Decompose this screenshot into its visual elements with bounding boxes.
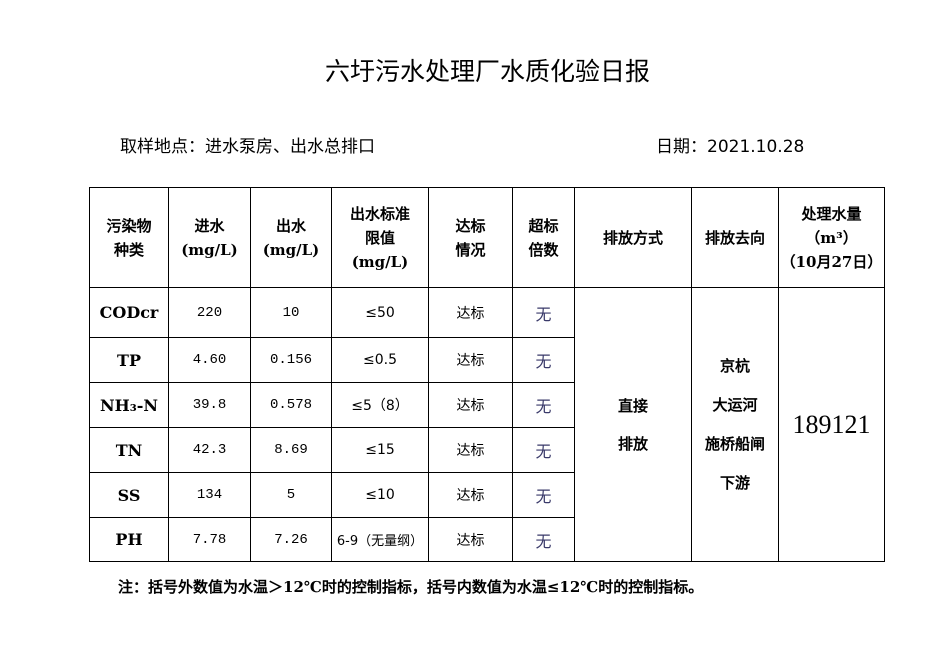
pollutant-name: PH <box>89 517 169 562</box>
header-status: 达标 情况 <box>428 187 513 288</box>
discharge-method: 直接 排放 <box>574 287 692 562</box>
status-value: 达标 <box>428 517 513 562</box>
discharge-destination: 京杭 大运河 施桥船闸 下游 <box>691 287 779 562</box>
exceed-value: 无 <box>512 337 575 383</box>
water-quality-table: 污染物 种类 进水 (mg/L) 出水 (mg/L) 出水标准 限值 (mg/L) 达标情… <box>89 187 885 562</box>
header-method: 排放方式 <box>574 187 692 288</box>
table-row: CODcr 220 10 ≤50 达标 无 直接 排放 京杭 大运河 施桥船闸 下游 1… <box>89 287 885 562</box>
limit-value: 6-9（无量纲） <box>331 517 429 562</box>
influent-value: 7.78 <box>168 517 251 562</box>
limit-value: ≤10 <box>331 472 429 518</box>
treated-volume: 189121 <box>778 287 885 562</box>
limit-value: ≤5（8） <box>331 382 429 428</box>
header-volume: 处理水量 （m³） （10月27日） <box>778 187 885 288</box>
exceed-value: 无 <box>512 517 575 562</box>
pollutant-name: NH₃-N <box>89 382 169 428</box>
status-value: 达标 <box>428 472 513 518</box>
header-limit: 出水标准 限值 (mg/L) <box>331 187 429 288</box>
status-value: 达标 <box>428 287 513 338</box>
header-row: 污染物 种类 进水 (mg/L) 出水 (mg/L) 出水标准 限值 (mg/L) 达标情… <box>89 187 885 288</box>
exceed-value: 无 <box>512 287 575 338</box>
effluent-value: 5 <box>250 472 332 518</box>
table-row: PH 7.78 7.26 6-9（无量纲） 达标 无 <box>89 517 885 562</box>
header-pollutant: 污染物 种类 <box>89 187 169 288</box>
limit-value: ≤50 <box>331 287 429 338</box>
effluent-value: 10 <box>250 287 332 338</box>
pollutant-name: TN <box>89 427 169 473</box>
table-row: SS 134 5 ≤10 达标 无 <box>89 472 885 518</box>
limit-value: ≤15 <box>331 427 429 473</box>
report-title: 六圩污水处理厂水质化验日报 <box>324 57 650 86</box>
effluent-value: 8.69 <box>250 427 332 473</box>
status-value: 达标 <box>428 427 513 473</box>
limit-value: ≤0.5 <box>331 337 429 383</box>
table-row: NH₃-N 39.8 0.578 ≤5（8） 达标 无 <box>89 382 885 428</box>
sampling-location: 取样地点：进水泵房、出水总排口 <box>120 137 375 157</box>
header-effluent: 出水 (mg/L) <box>250 187 332 288</box>
influent-value: 42.3 <box>168 427 251 473</box>
influent-value: 4.60 <box>168 337 251 383</box>
pollutant-name: CODcr <box>89 287 169 338</box>
influent-value: 134 <box>168 472 251 518</box>
header-exceed: 超标 倍数 <box>512 187 575 288</box>
table-row: TN 42.3 8.69 ≤15 达标 无 <box>89 427 885 473</box>
effluent-value: 0.156 <box>250 337 332 383</box>
report-date: 日期：2021.10.28 <box>656 137 805 157</box>
status-value: 达标 <box>428 337 513 383</box>
footnote: 注：括号外数值为水温＞12℃时的控制指标，括号内数值为水温≤12℃时的控制指标。 <box>118 578 704 596</box>
pollutant-name: SS <box>89 472 169 518</box>
exceed-value: 无 <box>512 472 575 518</box>
exceed-value: 无 <box>512 382 575 428</box>
status-value: 达标 <box>428 382 513 428</box>
influent-value: 220 <box>168 287 251 338</box>
table-row: TP 4.60 0.156 ≤0.5 达标 无 <box>89 337 885 383</box>
header-destination: 排放去向 <box>691 187 779 288</box>
effluent-value: 0.578 <box>250 382 332 428</box>
exceed-value: 无 <box>512 427 575 473</box>
header-influent: 进水 (mg/L) <box>168 187 251 288</box>
influent-value: 39.8 <box>168 382 251 428</box>
effluent-value: 7.26 <box>250 517 332 562</box>
pollutant-name: TP <box>89 337 169 383</box>
